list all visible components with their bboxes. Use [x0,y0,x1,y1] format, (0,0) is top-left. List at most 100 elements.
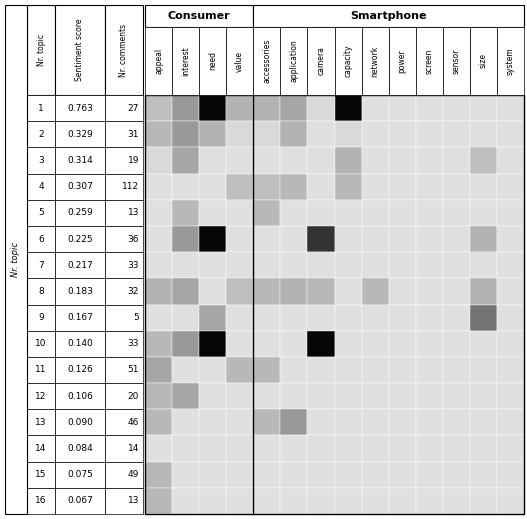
Bar [226,173,253,200]
Bar [280,252,307,278]
Text: Nr. topic: Nr. topic [36,34,45,66]
Bar [416,226,443,252]
Bar [307,147,335,173]
Text: 0.167: 0.167 [67,313,93,322]
Bar [145,305,172,331]
Bar [388,435,416,461]
Bar [497,278,524,305]
Bar [27,305,55,331]
Bar [27,95,55,121]
Bar [280,278,307,305]
Bar [253,331,280,357]
Bar [362,488,388,514]
Bar [172,200,199,226]
Text: 5: 5 [133,313,139,322]
Bar [307,252,335,278]
Bar [105,461,143,488]
Bar [470,331,497,357]
Bar [497,147,524,173]
Bar [307,383,335,409]
Bar [416,252,443,278]
Bar [280,461,307,488]
Bar [307,173,335,200]
Bar [470,461,497,488]
Bar [470,252,497,278]
Bar [226,357,253,383]
Bar [335,147,362,173]
Text: Consumer: Consumer [168,11,230,21]
Bar [362,305,388,331]
Bar [307,305,335,331]
Bar [253,357,280,383]
Text: camera: camera [317,47,326,75]
Bar [253,435,280,461]
Text: 33: 33 [128,261,139,270]
Bar [388,147,416,173]
Bar [226,278,253,305]
Text: 32: 32 [128,287,139,296]
Bar [280,305,307,331]
Bar [443,331,470,357]
Bar [388,200,416,226]
Bar [27,200,55,226]
Bar [172,331,199,357]
Text: 2: 2 [38,130,44,139]
Bar [55,226,105,252]
Text: size: size [479,53,488,69]
Bar [199,488,226,514]
Text: 14: 14 [35,444,47,453]
Bar [443,435,470,461]
Bar [497,357,524,383]
Bar [253,305,280,331]
Bar [280,95,307,121]
Bar [253,488,280,514]
Bar [253,173,280,200]
Bar [27,461,55,488]
Bar [27,331,55,357]
Bar [362,278,388,305]
Bar [497,200,524,226]
Bar [307,409,335,435]
Bar [416,461,443,488]
Bar [199,121,226,147]
Bar [105,147,143,173]
Bar [199,95,226,121]
Bar [105,435,143,461]
Bar [470,27,497,95]
Text: 0.217: 0.217 [67,261,93,270]
Bar [105,173,143,200]
Bar [307,200,335,226]
Bar [55,121,105,147]
Bar [470,305,497,331]
Bar [27,278,55,305]
Bar [27,383,55,409]
Bar [145,409,172,435]
Bar [497,383,524,409]
Text: 8: 8 [38,287,44,296]
Bar [55,200,105,226]
Bar [253,95,280,121]
Text: accessories: accessories [262,39,271,83]
Bar [145,95,524,514]
Bar [172,95,199,121]
Bar [388,357,416,383]
Text: 15: 15 [35,470,47,479]
Bar [253,278,280,305]
Bar [253,5,524,27]
Bar [470,200,497,226]
Bar [335,121,362,147]
Bar [416,435,443,461]
Bar [226,147,253,173]
Bar [55,95,105,121]
Bar [443,305,470,331]
Bar [55,461,105,488]
Bar [280,27,307,95]
Bar [443,173,470,200]
Bar [362,226,388,252]
Bar [55,305,105,331]
Bar [388,383,416,409]
Bar [416,331,443,357]
Text: 33: 33 [128,339,139,348]
Bar [172,147,199,173]
Bar [307,27,335,95]
